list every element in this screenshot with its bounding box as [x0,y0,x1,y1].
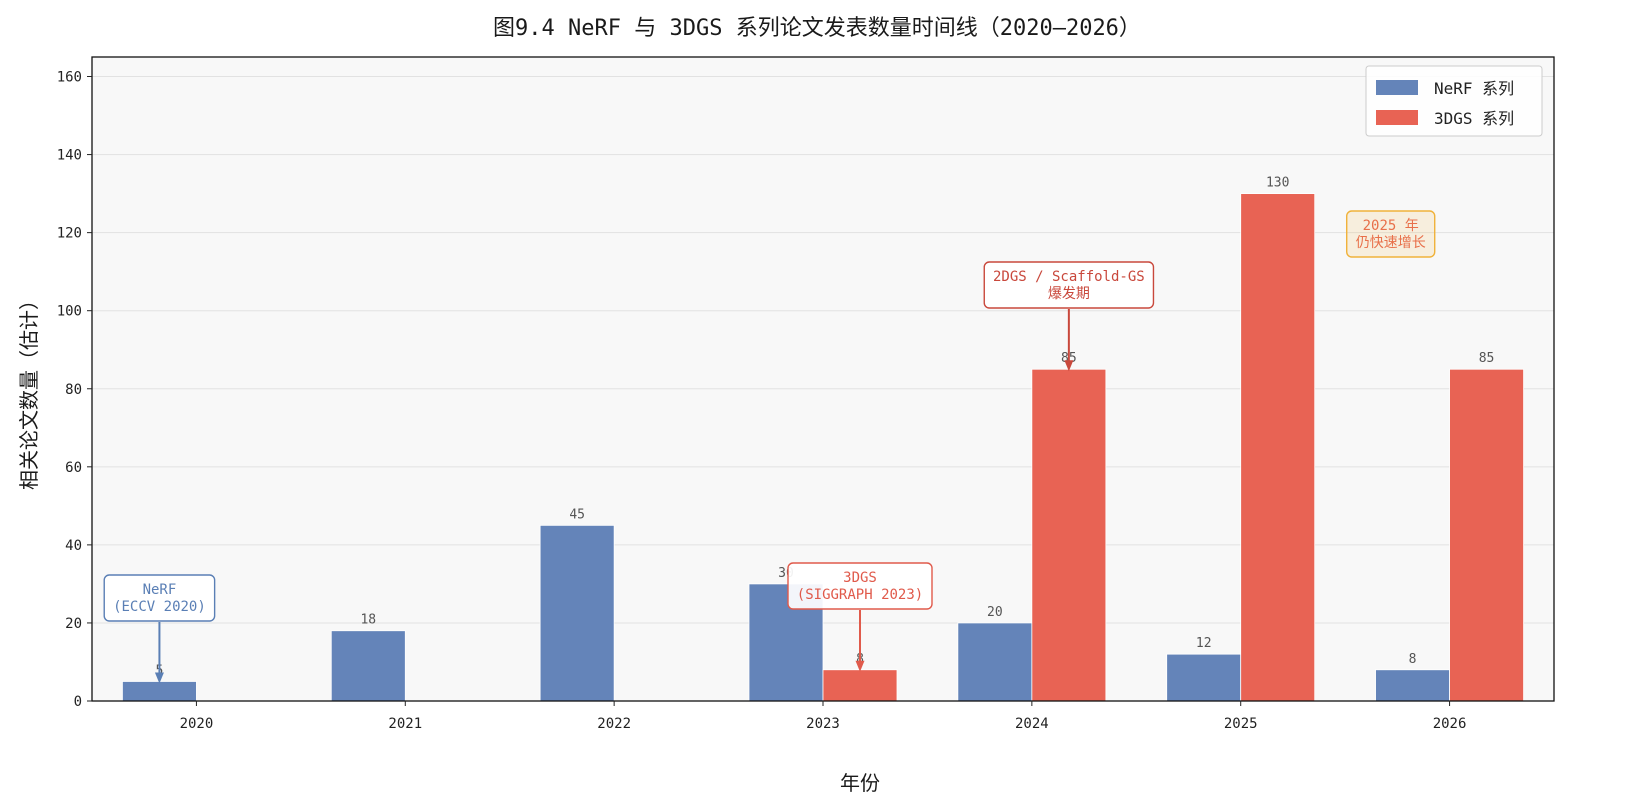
annotation-box [103,574,216,622]
y-tick-label: 160 [57,70,82,86]
bar-value-label: 85 [1479,351,1495,366]
annotation-text: (ECCV 2020) [113,599,206,615]
legend-entry-label: NeRF 系列 [1434,79,1514,98]
bar-value-label: 20 [987,605,1003,620]
bar-value-label: 8 [1409,652,1417,667]
bar-nerf-2025 [1166,653,1242,702]
bar-3dgs-2024 [1031,368,1107,702]
chart-title: 图9.4 NeRF 与 3DGS 系列论文发表数量时间线（2020—2026） [493,16,1141,41]
legend-swatch [1376,110,1418,125]
annotation-box [983,261,1155,309]
bar-value-label: 130 [1266,176,1289,191]
annotation-arrowhead [855,660,865,672]
bar-nerf-2021 [330,630,406,702]
bar-3dgs-2025 [1240,193,1316,702]
annotation-text: 爆发期 [1048,286,1090,302]
annotation-box [787,562,933,610]
y-tick-label: 120 [57,226,82,242]
y-tick-label: 140 [57,148,82,164]
annotation-text: 2025 年 [1363,218,1419,234]
bar-nerf-2020 [122,681,197,702]
x-axis-label: 年份 [840,771,880,795]
bar-3dgs-2023 [822,669,898,702]
y-tick-label: 100 [57,304,82,320]
annotation: 3DGS(SIGGRAPH 2023) [787,562,933,672]
x-tick-label: 2026 [1433,716,1467,732]
bar-nerf-2024 [957,622,1033,702]
x-tick-label: 2024 [1015,716,1049,732]
bar-nerf-2026 [1375,669,1450,702]
x-tick-label: 2021 [388,716,422,732]
bar-value-label: 12 [1196,636,1212,651]
y-tick-label: 0 [74,694,82,710]
legend-swatch [1376,80,1418,95]
annotation-arrowhead [1064,360,1074,372]
annotation-arrowhead [154,672,164,684]
y-tick-label: 40 [65,538,82,554]
x-tick-label: 2025 [1224,716,1258,732]
y-axis-label: 相关论文数量（估计） [17,290,41,490]
annotation-text: 2DGS / Scaffold-GS [993,269,1145,285]
bar-3dgs-2026 [1449,368,1524,702]
y-tick-label: 20 [65,616,82,632]
annotation-text: NeRF [143,582,177,598]
y-tick-label: 80 [65,382,82,398]
annotation-box [1346,210,1436,258]
annotation-text: 仍快速增长 [1356,235,1426,251]
x-tick-label: 2020 [180,716,214,732]
annotation: NeRF(ECCV 2020) [103,574,216,684]
bar-nerf-2022 [539,524,615,702]
x-tick-label: 2023 [806,716,840,732]
legend-entry-label: 3DGS 系列 [1434,109,1514,128]
annotation-text: (SIGGRAPH 2023) [797,587,923,603]
bar-value-label: 18 [360,613,376,628]
bar-value-label: 45 [569,507,585,522]
annotation-text: 3DGS [843,570,877,586]
y-tick-label: 60 [65,460,82,476]
x-tick-label: 2022 [597,716,631,732]
